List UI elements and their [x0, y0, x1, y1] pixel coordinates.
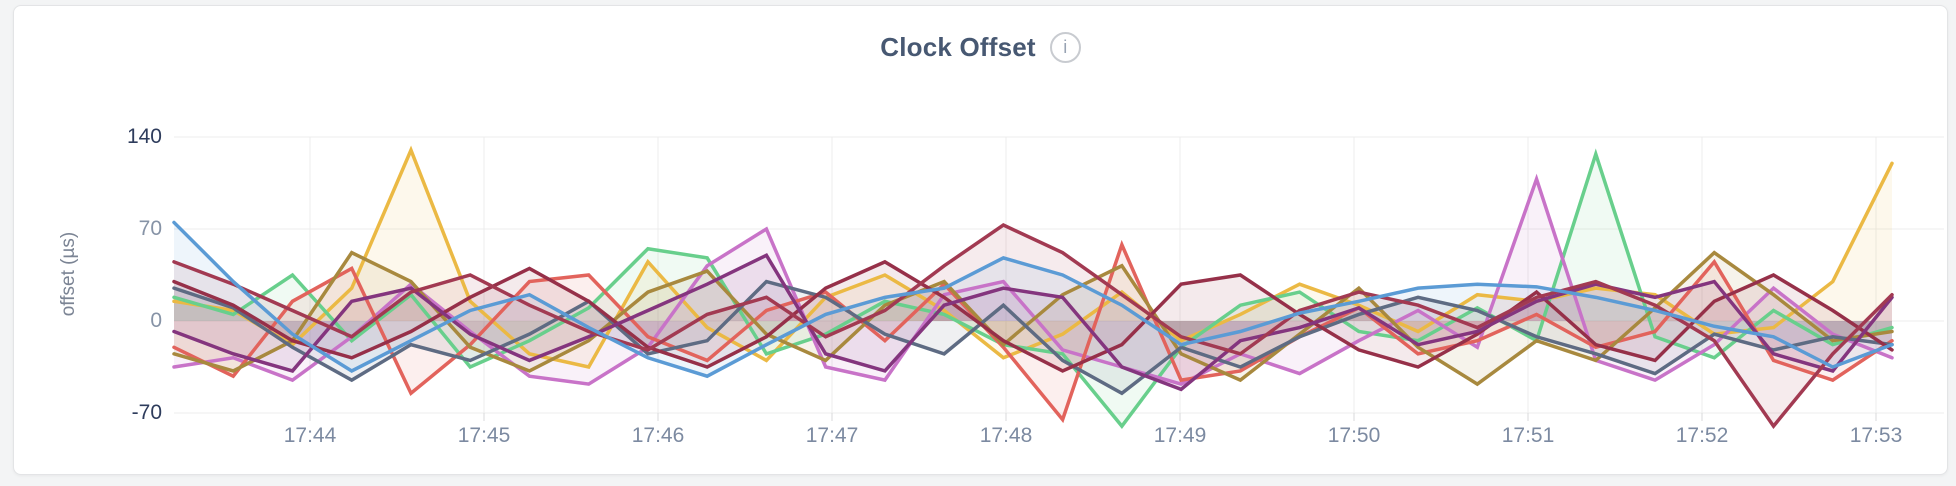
- y-tick-label: 140: [126, 125, 162, 148]
- series-line-series-slate: [172, 279, 1894, 396]
- series-line-series-orchid: [172, 173, 1894, 386]
- series-area-series-blue: [174, 222, 1892, 377]
- series-area-series-orchid: [174, 179, 1892, 385]
- series-line-series-wine: [172, 223, 1894, 430]
- series-line-series-crimson: [172, 259, 1894, 373]
- chart-header: Clock Offset i: [14, 32, 1947, 63]
- y-tick-label: 0: [150, 309, 162, 332]
- x-tick-label: 17:53: [1849, 424, 1903, 447]
- info-icon[interactable]: i: [1049, 32, 1081, 63]
- series-line-series-salmon: [172, 239, 1894, 424]
- x-tick-label: 17:51: [1501, 424, 1555, 447]
- x-tick-label: 17:49: [1153, 424, 1207, 447]
- clock-offset-chart-card: Clock Offset i offset (µs) 140 70 0 -70 17:…: [13, 5, 1948, 475]
- series-area-series-gold: [174, 150, 1892, 367]
- x-tick-label: 17:50: [1327, 424, 1381, 447]
- series-area-series-slate: [174, 281, 1892, 394]
- x-tick-label: 17:46: [631, 424, 685, 447]
- y-axis-label: offset (µs): [58, 231, 79, 317]
- x-tick-label: 17:47: [805, 424, 859, 447]
- info-icon-glyph: i: [1063, 37, 1068, 57]
- series-area-series-plum: [174, 255, 1892, 390]
- y-tick-label: 70: [138, 217, 162, 240]
- x-tick-label: 17:48: [979, 424, 1033, 447]
- chart-plot-area[interactable]: [174, 114, 1946, 422]
- x-tick-label: 17:44: [283, 424, 337, 447]
- series-area-series-olive: [174, 252, 1892, 385]
- x-tick-label: 17:52: [1675, 424, 1729, 447]
- x-tick-label: 17:45: [457, 424, 511, 447]
- chart-canvas: [172, 136, 1944, 430]
- series-line-series-olive: [172, 250, 1894, 387]
- chart-title: Clock Offset: [880, 32, 1036, 62]
- y-tick-label: -70: [131, 401, 162, 424]
- series-line-series-blue: [172, 220, 1894, 379]
